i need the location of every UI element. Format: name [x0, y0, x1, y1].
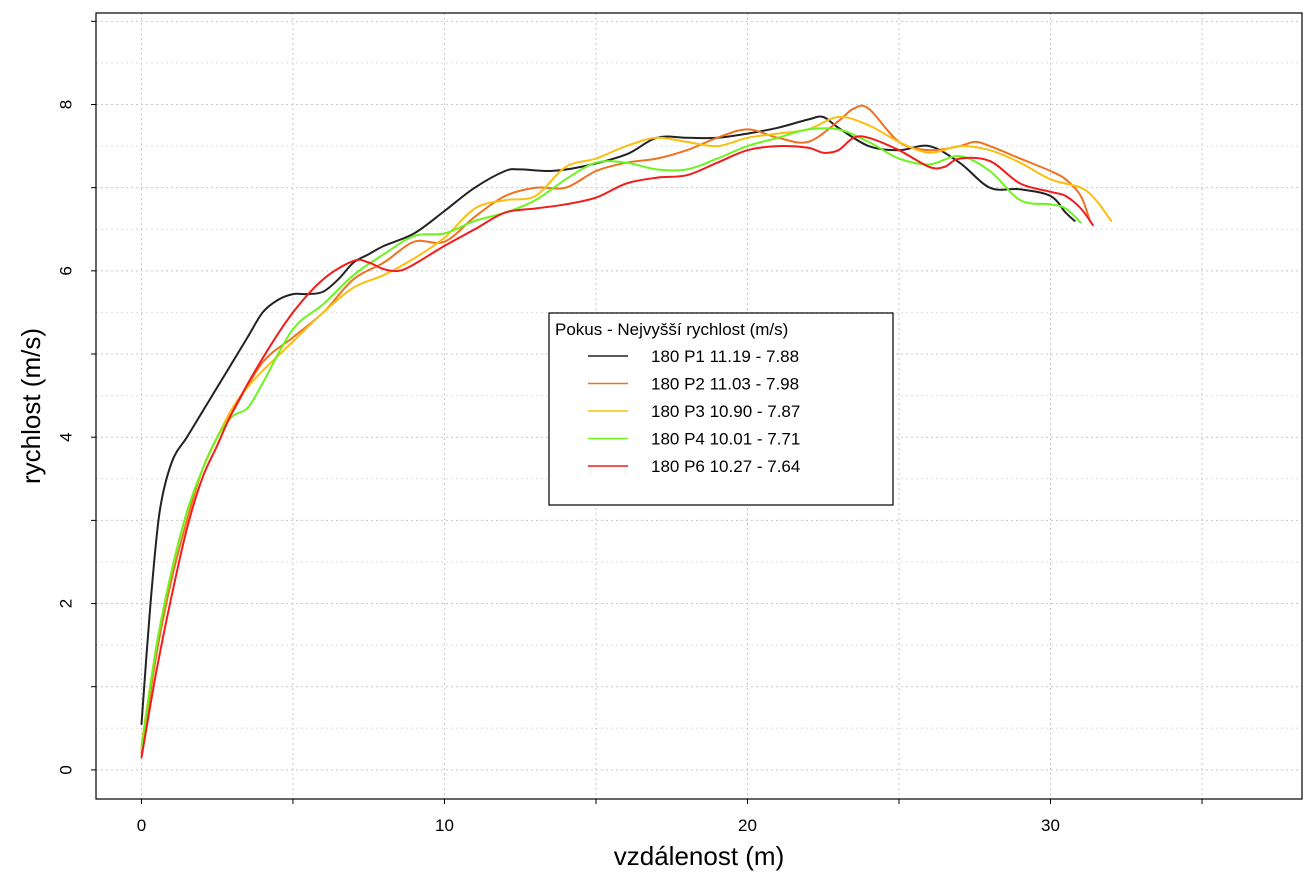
x-tick-label: 10: [435, 816, 454, 835]
y-axis-title: rychlost (m/s): [16, 328, 46, 484]
legend-box: [548, 312, 894, 506]
y-tick-label: 8: [57, 100, 76, 109]
legend-label: 180 P4 10.01 - 7.71: [651, 430, 800, 449]
y-tick-label: 6: [57, 266, 76, 275]
x-tick-label: 30: [1041, 816, 1060, 835]
legend-label: 180 P2 11.03 - 7.98: [651, 375, 799, 394]
series-line-5: [140, 135, 1094, 759]
series-line-3: [140, 115, 1113, 746]
y-tick-label: 4: [57, 432, 76, 441]
axis-ticks: 0 10 20 30 0 2 4 6 8: [57, 20, 1203, 835]
legend-label: 180 P1 11.19 - 7.88: [651, 347, 799, 366]
plot-frame: [95, 12, 1303, 800]
legend: Pokus - Nejvyšší rychlost (m/s) 180 P1 1…: [548, 312, 894, 506]
y-tick-label: 0: [57, 765, 76, 774]
series-lines: [140, 104, 1113, 759]
y-tick-label: 2: [57, 599, 76, 608]
x-tick-label: 20: [738, 816, 757, 835]
legend-label: 180 P6 10.27 - 7.64: [651, 457, 800, 476]
x-tick-label: 0: [137, 816, 146, 835]
x-axis-title: vzdálenost (m): [614, 841, 785, 871]
grid-lines: [96, 13, 1302, 799]
legend-title: Pokus - Nejvyšší rychlost (m/s): [555, 320, 788, 339]
legend-label: 180 P3 10.90 - 7.87: [651, 402, 800, 421]
legend-entries: 180 P1 11.19 - 7.88 180 P2 11.03 - 7.98 18…: [588, 347, 800, 476]
